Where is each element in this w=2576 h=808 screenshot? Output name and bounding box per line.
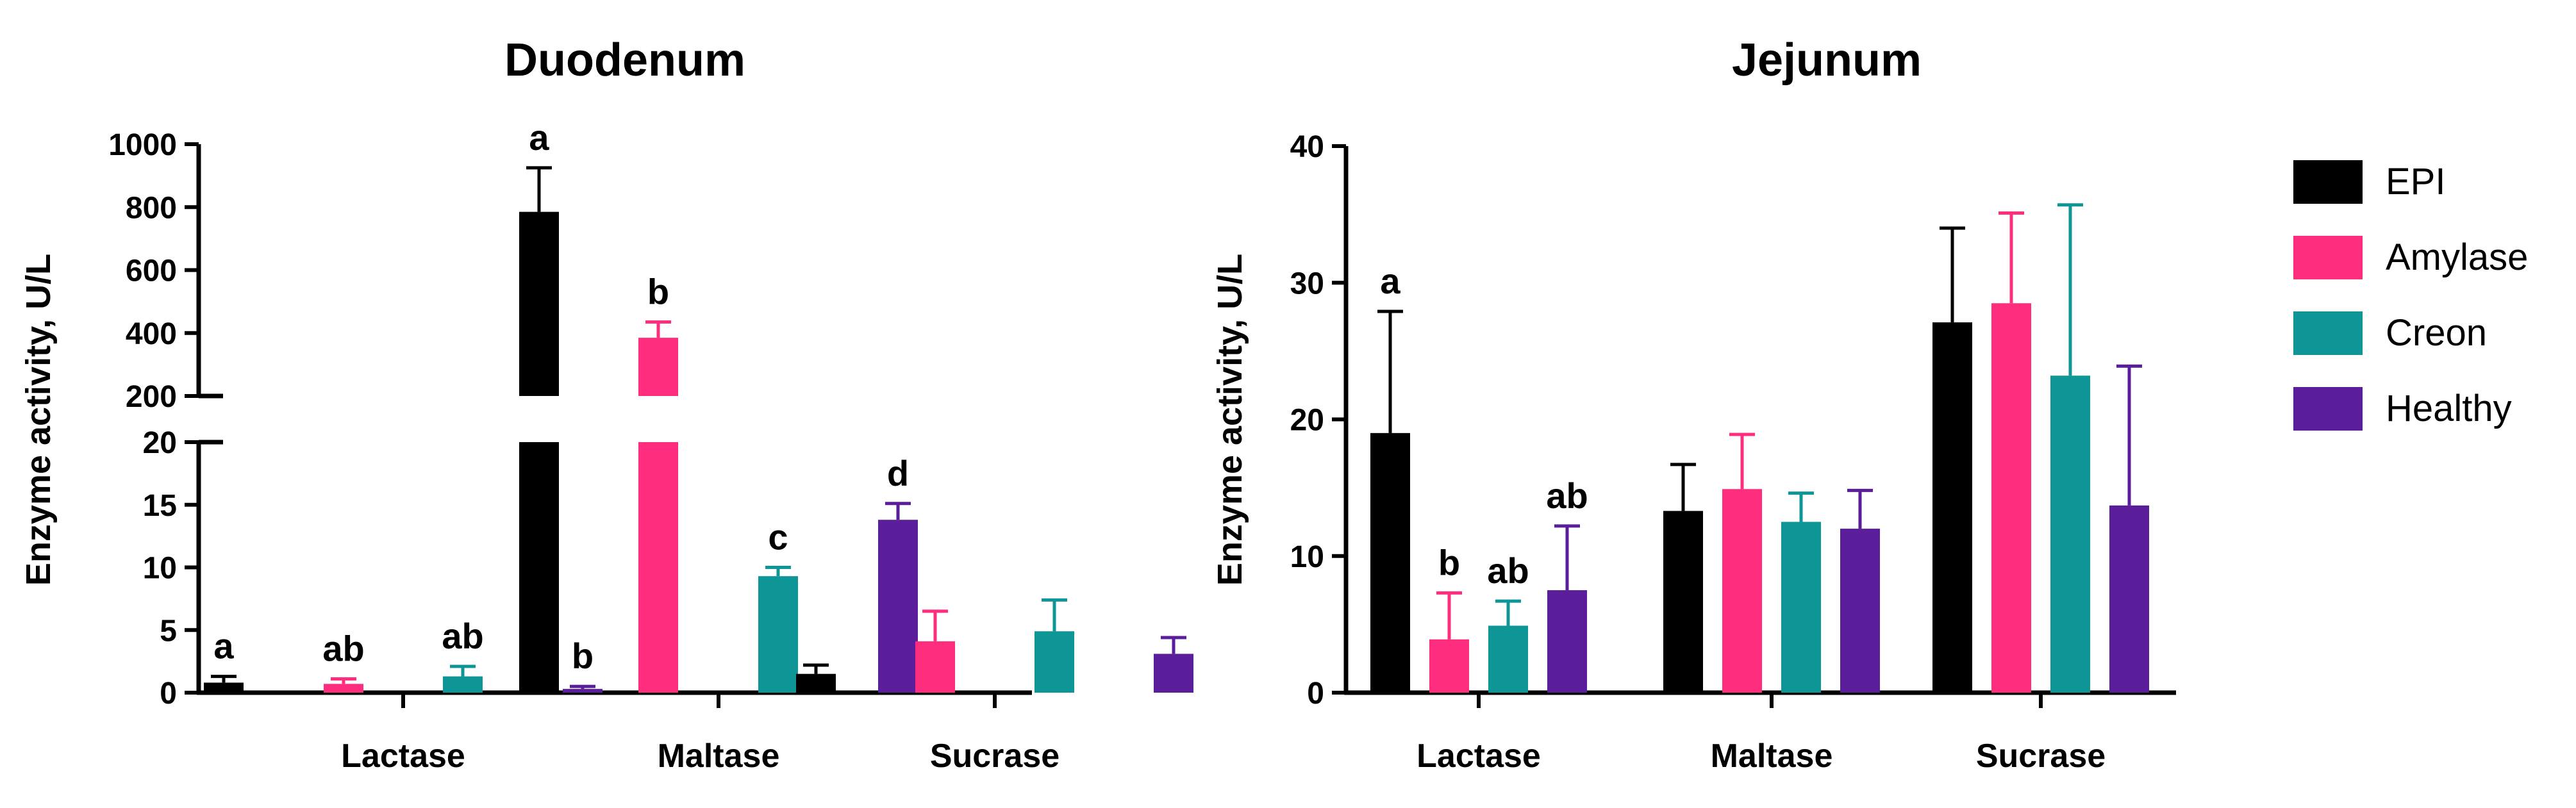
bar-healthy-maltase [1840,529,1880,693]
category-label-sucrase: Sucrase [1976,738,2106,775]
category-label-sucrase: Sucrase [930,738,1059,775]
y-tick-label: 15 [143,489,177,523]
y-tick-label: 40 [1290,130,1324,164]
y-tick-label: 20 [143,426,177,460]
bar-epi-lactase [1370,433,1410,693]
bar-epi-maltase [519,442,559,693]
legend-swatch-healthy [2293,387,2363,431]
bar-epi-sucrase [796,673,836,693]
legend-swatch-epi [2293,160,2363,204]
significance-label: ab [442,616,483,656]
bar-epi-maltase [1663,511,1703,693]
y-tick-label: 5 [160,614,177,648]
significance-label: b [1438,542,1460,582]
bar-creon-lactase [443,676,483,693]
bar-healthy-lactase [563,689,602,693]
bar-amylase-lactase [324,684,363,693]
category-label-lactase: Lactase [1417,738,1541,775]
bar-creon-sucrase [2050,375,2090,693]
bar-creon-lactase [1488,625,1528,693]
bar-amylase-sucrase [915,641,955,693]
y-tick-label: 600 [126,254,177,288]
category-label-lactase: Lactase [341,738,465,775]
bar-amylase-lactase [1429,639,1469,693]
legend-label-healthy: Healthy [2386,388,2512,429]
duodenum-panel: Duodenum Enzyme activity, U/L 0 5 10 15 20 200 4… [19,35,1193,775]
significance-label: b [647,272,669,312]
legend-swatch-creon [2293,311,2363,355]
chart-title: Duodenum [504,35,745,86]
bar-creon-maltase [1781,522,1821,693]
significance-label: ab [1546,475,1588,516]
y-axis-label: Enzyme activity, U/L [1211,254,1249,586]
jejunum-panel: Jejunum Enzyme activity, U/L 0 10 20 30 40 Lact… [1211,35,2176,775]
significance-label: a [1380,261,1400,301]
y-tick-label: 10 [143,552,177,586]
y-tick-label: 0 [1307,677,1324,711]
bar-healthy-lactase [1547,590,1587,693]
significance-label: c [768,517,788,557]
bar-healthy-sucrase [1154,654,1193,693]
bar-epi-lactase [204,682,244,693]
legend-label-amylase: Amylase [2386,236,2528,278]
bar-epi-maltase-upper [519,211,559,396]
y-tick-label: 20 [1290,404,1324,438]
legend-label-epi: EPI [2386,161,2446,202]
legend: EPI Amylase Creon Healthy [2293,160,2528,431]
y-tick-label: 200 [126,380,177,414]
category-label-maltase: Maltase [658,738,780,775]
bar-amylase-maltase [638,442,678,693]
y-tick-label: 10 [1290,540,1324,574]
significance-label: d [887,453,909,493]
y-tick-label: 0 [160,677,177,711]
significance-label: a [529,117,549,158]
bar-amylase-maltase [1722,489,1762,693]
y-tick-label: 30 [1290,267,1324,301]
significance-label: ab [1487,550,1529,591]
y-tick-label: 1000 [108,128,177,162]
significance-label: b [572,636,594,676]
legend-label-creon: Creon [2386,312,2487,354]
category-label-maltase: Maltase [1711,738,1833,775]
bar-healthy-maltase [878,520,918,693]
bar-epi-sucrase [1932,322,1972,693]
bar-creon-maltase [758,576,798,693]
y-tick-label: 400 [126,317,177,351]
significance-label: ab [322,628,364,668]
bar-creon-sucrase [1035,631,1074,693]
bar-amylase-maltase-upper [638,338,678,396]
bar-amylase-sucrase [1991,303,2031,693]
legend-swatch-amylase [2293,236,2363,279]
y-axis-label: Enzyme activity, U/L [19,254,58,586]
bar-healthy-sucrase [2109,505,2149,693]
chart-title: Jejunum [1732,35,1922,86]
significance-label: a [213,626,234,666]
y-tick-label: 800 [126,191,177,225]
